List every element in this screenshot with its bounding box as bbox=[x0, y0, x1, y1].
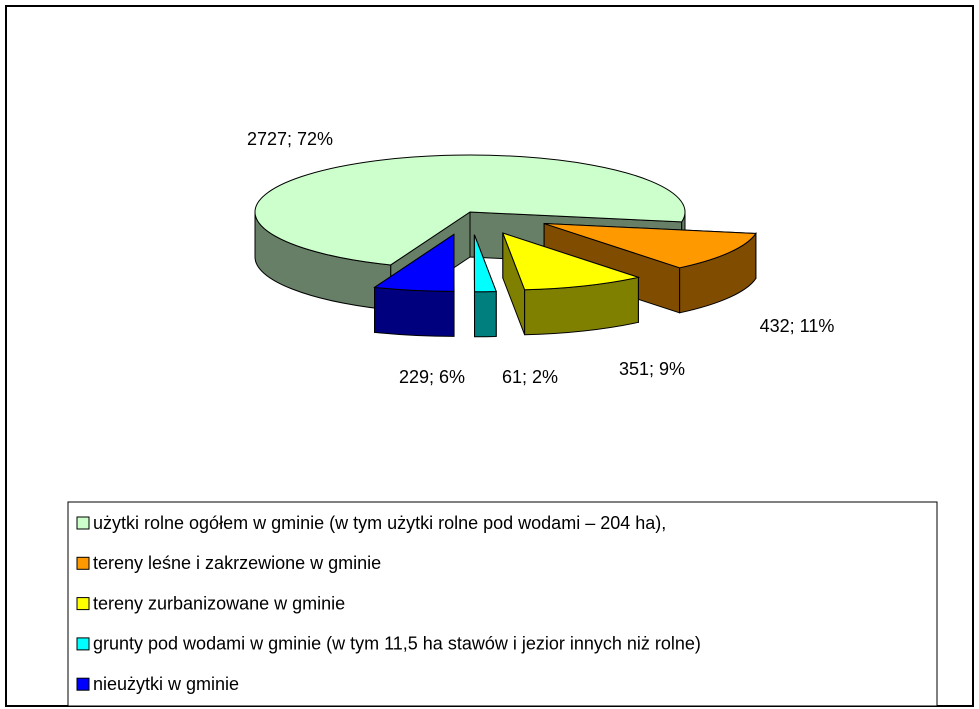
slice-top bbox=[501, 232, 641, 291]
legend-label: tereny leśne i zakrzewione w gminie bbox=[93, 553, 381, 573]
slice-top bbox=[473, 234, 497, 293]
legend-swatch bbox=[76, 516, 90, 530]
legend-swatch bbox=[76, 637, 90, 651]
data-label: 61; 2% bbox=[502, 367, 558, 387]
slice-top bbox=[543, 223, 757, 269]
pie-slice bbox=[473, 234, 497, 338]
data-label: 2727; 72% bbox=[247, 129, 333, 149]
data-label: 351; 9% bbox=[619, 359, 685, 379]
legend-label: użytki rolne ogółem w gminie (w tym użyt… bbox=[93, 513, 666, 533]
legend-label: nieużytki w gminie bbox=[93, 674, 239, 694]
data-label: 432; 11% bbox=[760, 316, 835, 336]
legend-swatch bbox=[76, 677, 90, 691]
slice-top bbox=[254, 154, 686, 266]
slice-side bbox=[374, 286, 455, 337]
legend-swatch bbox=[76, 556, 90, 570]
legend-box bbox=[67, 501, 938, 707]
data-label: 229; 6% bbox=[399, 367, 465, 387]
legend-label: grunty pod wodami w gminie (w tym 11,5 h… bbox=[93, 634, 701, 654]
pie-slice bbox=[501, 232, 641, 336]
slice-top bbox=[373, 233, 455, 292]
slice-side bbox=[474, 290, 497, 338]
pie-slice bbox=[373, 233, 455, 337]
legend-swatch bbox=[76, 597, 90, 611]
legend-label: tereny zurbanizowane w gminie bbox=[93, 593, 345, 613]
